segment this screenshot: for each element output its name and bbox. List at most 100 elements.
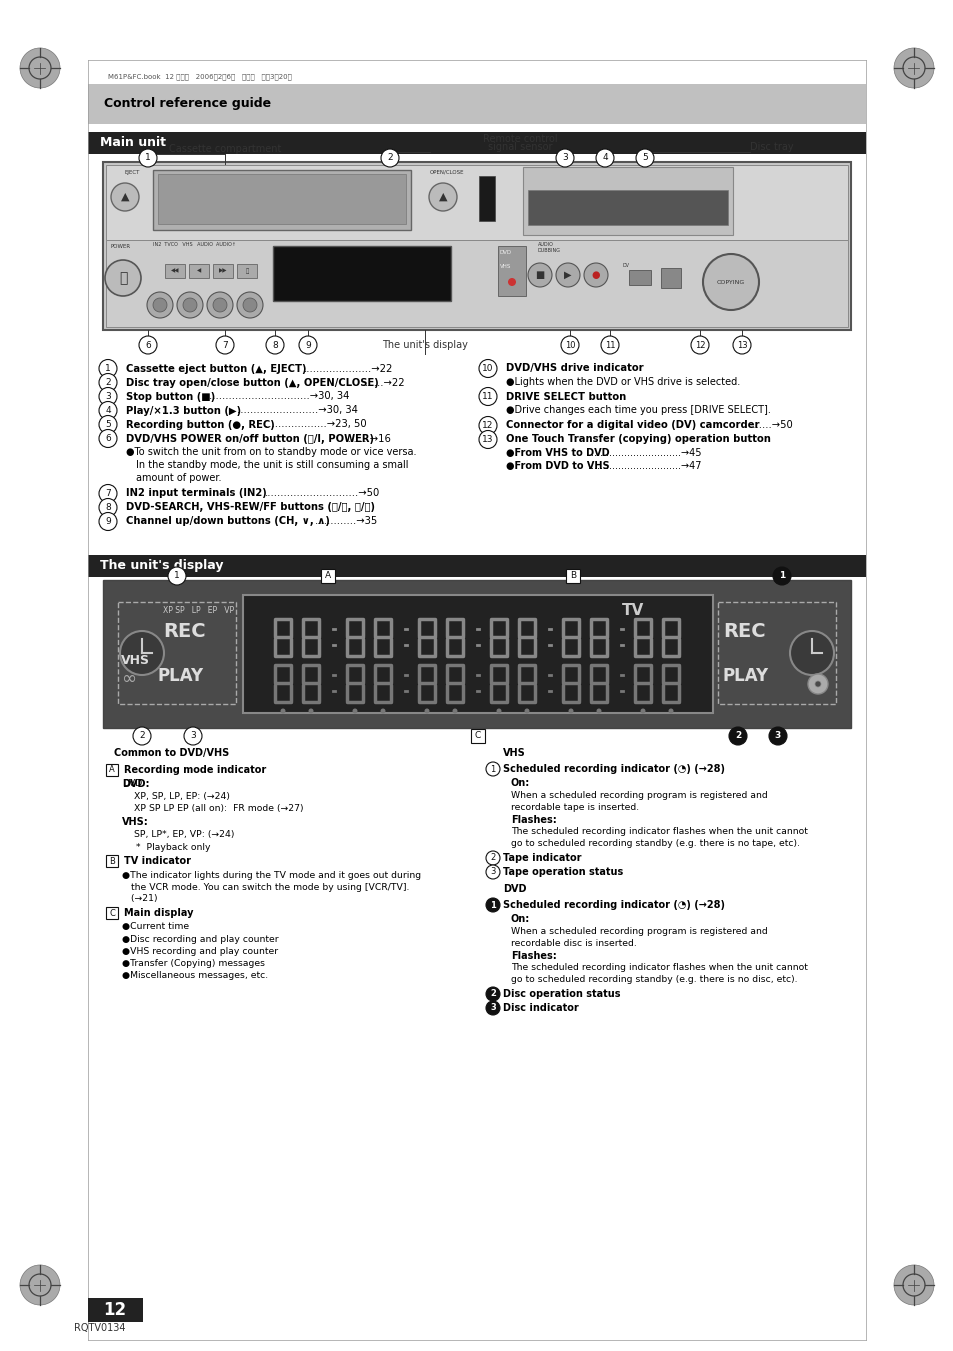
Circle shape [524,708,529,713]
Text: When a scheduled recording program is registered and: When a scheduled recording program is re… [511,790,767,800]
Bar [158,174,406,224]
Text: 3: 3 [190,731,195,740]
Text: 1: 1 [145,154,151,162]
Text: ●From DVD to VHS: ●From DVD to VHS [505,461,609,471]
FancyBboxPatch shape [718,603,835,704]
Text: C: C [475,731,480,740]
Text: 13: 13 [482,435,494,444]
Bar [213,263,233,278]
Text: Main display: Main display [124,908,193,917]
Bar [106,855,118,867]
Circle shape [507,278,516,286]
Circle shape [308,708,314,713]
Circle shape [583,263,607,286]
Bar [273,246,451,301]
Circle shape [99,416,117,434]
FancyBboxPatch shape [118,603,235,704]
Bar [497,246,525,296]
Circle shape [768,727,786,744]
Text: REC: REC [163,621,206,640]
Text: ●VHS recording and play counter: ●VHS recording and play counter [122,947,278,955]
Bar [660,267,680,288]
Text: Scheduled recording indicator (◔) (→28): Scheduled recording indicator (◔) (→28) [502,765,724,774]
Circle shape [478,416,497,435]
Circle shape [105,259,141,296]
Text: 2: 2 [490,854,496,862]
Text: Disc tray: Disc tray [749,142,793,153]
Text: ...................→23, 50: ...................→23, 50 [265,420,366,430]
Text: 2: 2 [490,989,496,998]
Text: C: C [109,908,114,917]
Circle shape [807,674,827,694]
Text: recordable disc is inserted.: recordable disc is inserted. [511,939,636,947]
Text: DVD/VHS drive indicator: DVD/VHS drive indicator [505,363,643,373]
Text: ●Lights when the DVD or VHS drive is selected.: ●Lights when the DVD or VHS drive is sel… [505,377,740,386]
Text: REC: REC [722,621,765,640]
Text: the VCR mode. You can switch the mode by using [VCR/TV].: the VCR mode. You can switch the mode by… [122,882,409,892]
Text: COPYING: COPYING [716,280,744,285]
Text: On:: On: [511,915,530,924]
Text: Channel up/down buttons (CH, ∨, ∧): Channel up/down buttons (CH, ∨, ∧) [126,516,330,527]
Circle shape [99,485,117,503]
Circle shape [183,299,196,312]
Text: ●Disc recording and play counter: ●Disc recording and play counter [122,935,278,943]
Text: ......→22: ......→22 [364,377,405,388]
Text: XP, SP, LP, EP: (→24): XP, SP, LP, EP: (→24) [133,793,230,801]
Bar [236,263,256,278]
Text: The unit's display: The unit's display [381,340,468,350]
Text: ●Drive changes each time you press [DRIVE SELECT].: ●Drive changes each time you press [DRIV… [505,405,770,415]
Text: 9: 9 [305,340,311,350]
Text: 12: 12 [482,422,493,430]
Text: 4: 4 [105,407,111,415]
Text: POWER: POWER [111,245,131,249]
Text: 2: 2 [105,378,111,386]
Text: PLAY: PLAY [722,667,768,685]
Circle shape [298,336,316,354]
Circle shape [732,336,750,354]
Circle shape [728,727,746,744]
Bar [103,580,850,728]
Text: 9: 9 [105,517,111,526]
Circle shape [478,431,497,449]
Bar [106,765,118,775]
Text: VHS: VHS [502,748,525,758]
Circle shape [668,708,673,713]
Text: ⏻: ⏻ [119,272,127,285]
Text: ▶: ▶ [563,270,571,280]
Text: ◀◀: ◀◀ [171,269,179,273]
Circle shape [478,359,497,377]
Text: Cassette compartment: Cassette compartment [169,145,281,154]
Circle shape [184,727,202,744]
Text: ●Current time: ●Current time [122,923,189,931]
Circle shape [266,336,284,354]
Text: One Touch Transfer (copying) operation button: One Touch Transfer (copying) operation b… [505,435,770,444]
Circle shape [280,708,285,713]
Text: DVD: DVD [499,250,512,255]
Text: SP, LP*, EP, VP: (→24): SP, LP*, EP, VP: (→24) [133,831,234,839]
Circle shape [485,988,499,1001]
Text: Cassette eject button (▲, EJECT): Cassette eject button (▲, EJECT) [126,363,306,373]
Circle shape [99,401,117,420]
Bar [471,730,484,743]
Circle shape [600,336,618,354]
Circle shape [639,708,645,713]
Circle shape [485,898,499,912]
Text: PLAY: PLAY [158,667,204,685]
Bar [628,270,650,285]
Text: 6: 6 [145,340,151,350]
Circle shape [111,182,139,211]
Text: 3: 3 [561,154,567,162]
Text: 1: 1 [105,363,111,373]
Circle shape [485,1001,499,1015]
Text: .....................→22: .....................→22 [303,363,393,373]
Text: Common to DVD/VHS: Common to DVD/VHS [113,748,229,758]
Text: 7: 7 [105,489,111,499]
Circle shape [814,681,821,688]
Text: .........................→30, 34: .........................→30, 34 [236,405,357,416]
Circle shape [556,149,574,168]
Bar [88,1298,143,1323]
Text: Connector for a digital video (DV) camcorder: Connector for a digital video (DV) camco… [505,420,759,431]
Text: ▲: ▲ [438,192,447,203]
Text: 4: 4 [601,154,607,162]
Circle shape [152,299,167,312]
